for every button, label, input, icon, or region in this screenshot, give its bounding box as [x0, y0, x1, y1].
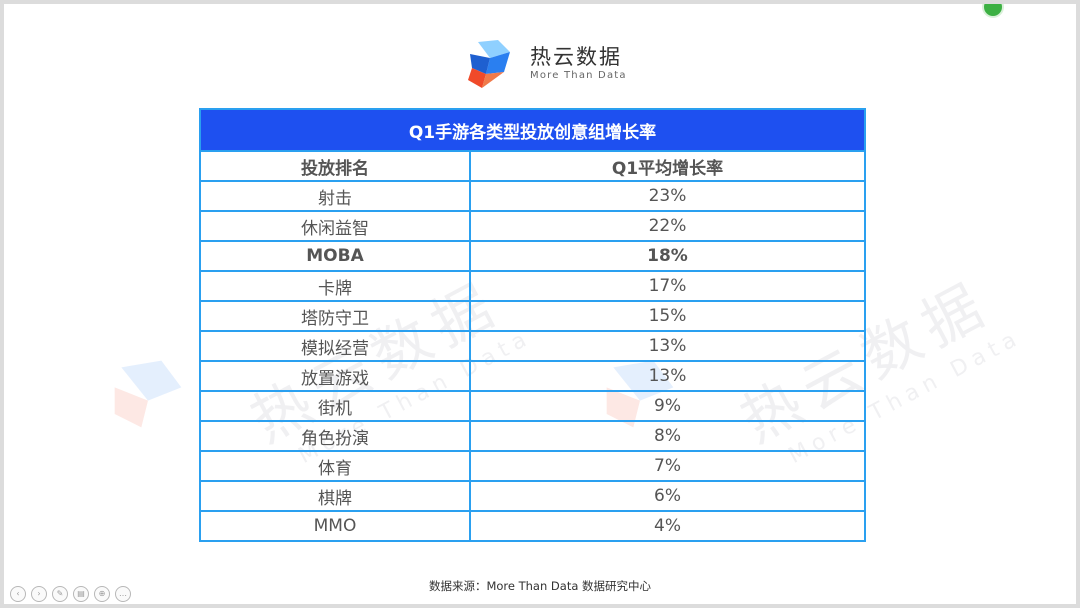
- table-row: 街机 9%: [199, 390, 866, 422]
- category-cell: 体育: [199, 450, 471, 482]
- slideshow-controls: ‹ › ✎ ▤ ⊕ …: [10, 586, 131, 602]
- table-title-row: Q1手游各类型投放创意组增长率: [199, 108, 866, 152]
- rate-cell: 13%: [469, 360, 866, 392]
- brand-logo-icon: [468, 40, 510, 88]
- watermark-logo-left: [114, 360, 182, 428]
- slides-icon[interactable]: ▤: [73, 586, 89, 602]
- rate-cell: 18%: [469, 240, 866, 272]
- rate-cell: 22%: [469, 210, 866, 242]
- data-source-note: 数据来源：More Than Data 数据研究中心: [428, 579, 652, 593]
- category-cell: 射击: [199, 180, 471, 212]
- next-slide-icon[interactable]: ›: [31, 586, 47, 602]
- rate-cell: 8%: [469, 420, 866, 452]
- table-row: 棋牌 6%: [199, 480, 866, 512]
- table-row: 塔防守卫 15%: [199, 300, 866, 332]
- table-row: 角色扮演 8%: [199, 420, 866, 452]
- table-title: Q1手游各类型投放创意组增长率: [199, 108, 866, 152]
- brand-logo: 热云数据 More Than Data: [464, 38, 627, 90]
- category-cell: 休闲益智: [199, 210, 471, 242]
- table-header-row: 投放排名 Q1平均增长率: [199, 150, 866, 182]
- growth-rate-table: Q1手游各类型投放创意组增长率 投放排名 Q1平均增长率 射击 23% 休闲益智 22…: [199, 108, 866, 542]
- category-cell: 角色扮演: [199, 420, 471, 452]
- table-row: 放置游戏 13%: [199, 360, 866, 392]
- status-badge-icon: [982, 4, 1004, 18]
- table-row: 休闲益智 22%: [199, 210, 866, 242]
- column-header-rate: Q1平均增长率: [469, 150, 866, 182]
- prev-slide-icon[interactable]: ‹: [10, 586, 26, 602]
- rate-cell: 4%: [469, 510, 866, 542]
- category-cell: 放置游戏: [199, 360, 471, 392]
- more-icon[interactable]: …: [115, 586, 131, 602]
- category-cell: 模拟经营: [199, 330, 471, 362]
- rate-cell: 17%: [469, 270, 866, 302]
- rate-cell: 23%: [469, 180, 866, 212]
- table-row: 卡牌 17%: [199, 270, 866, 302]
- rate-cell: 7%: [469, 450, 866, 482]
- category-cell: MMO: [199, 510, 471, 542]
- table-row: MOBA 18%: [199, 240, 866, 272]
- category-cell: MOBA: [199, 240, 471, 272]
- column-header-category: 投放排名: [199, 150, 471, 182]
- table-row: 体育 7%: [199, 450, 866, 482]
- rate-cell: 9%: [469, 390, 866, 422]
- category-cell: 塔防守卫: [199, 300, 471, 332]
- category-cell: 棋牌: [199, 480, 471, 512]
- pen-icon[interactable]: ✎: [52, 586, 68, 602]
- table-row: 射击 23%: [199, 180, 866, 212]
- presentation-slide: 热云数据 More Than Data 热云数据 More Than Data …: [4, 4, 1076, 604]
- rate-cell: 15%: [469, 300, 866, 332]
- table-row: 模拟经营 13%: [199, 330, 866, 362]
- table-row: MMO 4%: [199, 510, 866, 542]
- brand-name: 热云数据: [530, 45, 622, 69]
- brand-tagline: More Than Data: [530, 70, 627, 81]
- category-cell: 卡牌: [199, 270, 471, 302]
- category-cell: 街机: [199, 390, 471, 422]
- zoom-icon[interactable]: ⊕: [94, 586, 110, 602]
- rate-cell: 6%: [469, 480, 866, 512]
- rate-cell: 13%: [469, 330, 866, 362]
